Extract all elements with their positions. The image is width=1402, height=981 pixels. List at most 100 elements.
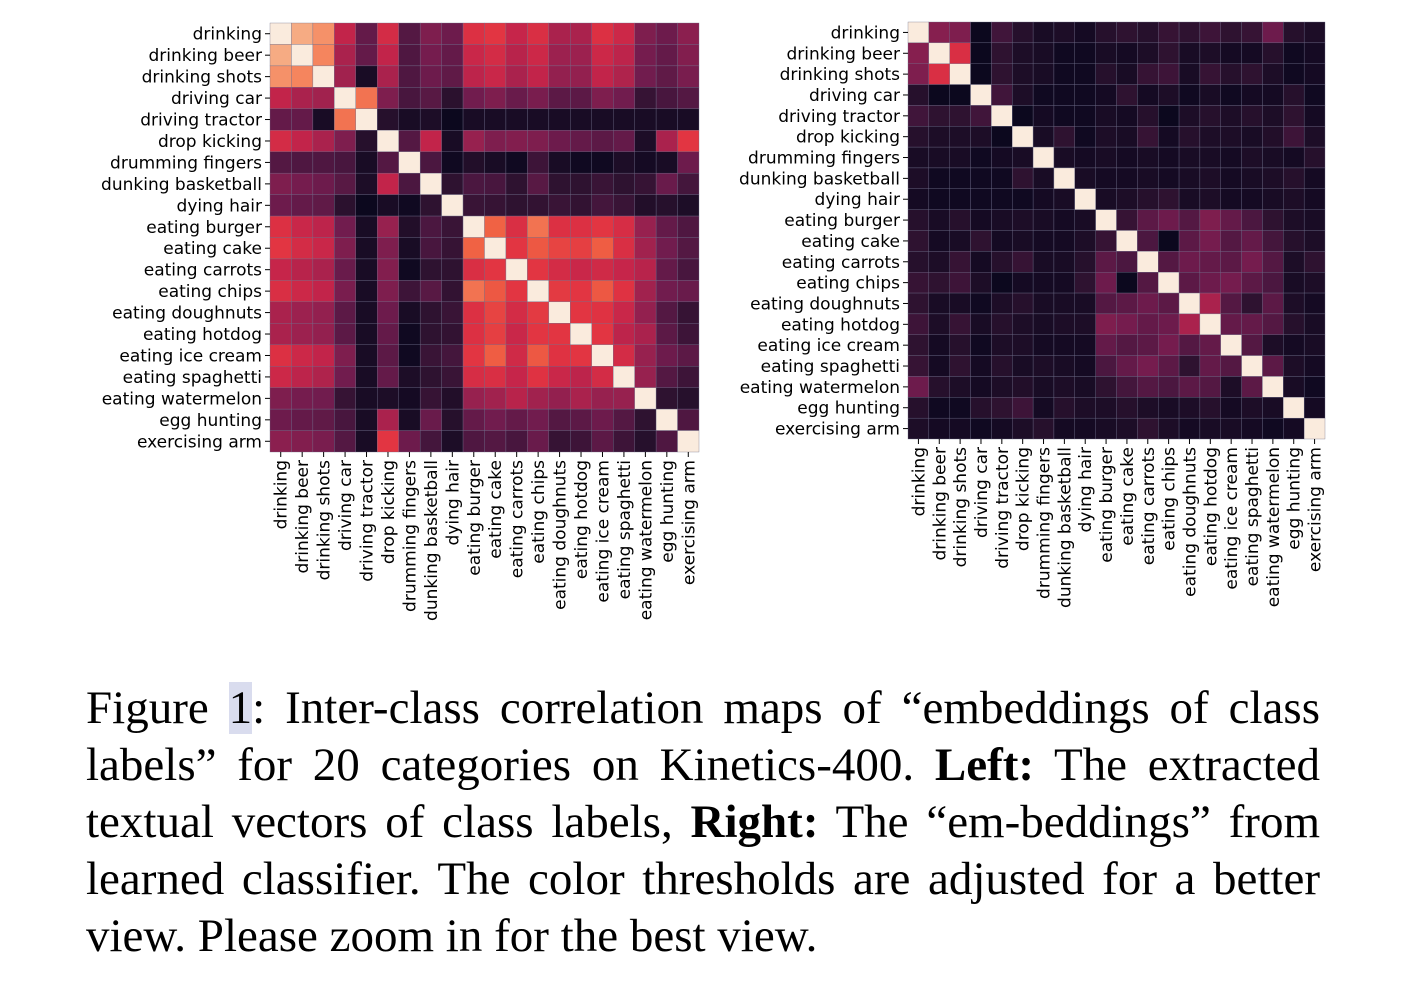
heatmap-cell	[570, 194, 592, 217]
x-tick-label: drinking beer	[930, 447, 950, 561]
heatmap-cell	[1032, 167, 1055, 189]
heatmap-cell	[441, 430, 464, 453]
x-tick-label: eating doughnuts	[551, 460, 571, 610]
heatmap-cell	[1137, 84, 1159, 106]
heatmap-cell	[1262, 230, 1284, 252]
heatmap-cell	[355, 44, 378, 67]
heatmap-cell	[505, 430, 528, 453]
heatmap-cell	[419, 87, 442, 109]
heatmap-cell	[355, 408, 378, 431]
heatmap-cell	[634, 87, 657, 109]
heatmap-cell	[484, 44, 507, 67]
heatmap-cell	[505, 280, 528, 303]
heatmap-cell	[1241, 42, 1263, 64]
heatmap-cell	[949, 417, 971, 440]
heatmap-cell	[1074, 209, 1096, 231]
heatmap-cell	[1116, 84, 1138, 106]
heatmap-cell	[398, 172, 421, 195]
heatmap-cell	[655, 172, 678, 195]
heatmap-cell	[634, 130, 657, 152]
heatmap-cell	[484, 258, 507, 281]
heatmap-cell	[613, 280, 635, 303]
heatmap-cell	[334, 151, 356, 174]
heatmap-cell	[1303, 230, 1326, 252]
heatmap-cell	[1095, 334, 1117, 356]
heatmap-cell	[505, 323, 528, 345]
heatmap-cell	[441, 87, 464, 109]
heatmap-cell	[291, 323, 314, 345]
heatmap-cell	[1074, 42, 1096, 64]
heatmap-cell	[1178, 146, 1201, 169]
heatmap-cell	[949, 42, 971, 64]
heatmap-cell	[527, 280, 550, 303]
heatmap-cell	[677, 215, 700, 238]
x-tick-label: drinking beer	[293, 460, 313, 574]
heatmap-cell	[928, 21, 950, 44]
heatmap-cell	[1074, 376, 1096, 398]
heatmap-cell	[570, 215, 592, 238]
heatmap-cell	[1032, 251, 1055, 273]
heatmap-cell	[949, 209, 971, 231]
heatmap-cell	[613, 172, 635, 195]
heatmap-cell	[334, 44, 356, 67]
heatmap-cell	[991, 334, 1013, 356]
caption-figure-number[interactable]: 1	[228, 682, 253, 734]
heatmap-cell	[1262, 84, 1284, 106]
heatmap-cell	[484, 344, 507, 367]
heatmap-cell	[949, 146, 971, 169]
heatmap-cell	[907, 146, 930, 169]
heatmap-cell	[377, 151, 399, 174]
heatmap-cell	[1116, 126, 1138, 148]
heatmap-cell	[907, 63, 930, 85]
heatmap-cell	[1220, 334, 1242, 356]
heatmap-cell	[1095, 376, 1117, 398]
heatmap-cell	[355, 258, 378, 281]
heatmap-cell	[634, 387, 657, 410]
heatmap-cell	[677, 258, 700, 281]
heatmap-cell	[1053, 417, 1075, 440]
heatmap-cell	[548, 280, 571, 303]
heatmap-cell	[907, 84, 930, 106]
heatmap-cell	[377, 237, 399, 260]
heatmap-cell	[991, 355, 1013, 377]
heatmap-cell	[1283, 313, 1305, 335]
heatmap-cell	[591, 22, 614, 45]
heatmap-cell	[1178, 417, 1201, 440]
heatmap-cell	[1262, 126, 1284, 148]
heatmap-cell	[548, 237, 571, 260]
heatmap-cell	[1012, 42, 1034, 64]
heatmap-cell	[1220, 417, 1242, 440]
heatmap-cell	[377, 323, 399, 345]
heatmap-cell	[1032, 334, 1055, 356]
heatmap-cell	[312, 151, 335, 174]
heatmap-cell	[419, 215, 442, 238]
heatmap-cell	[1262, 313, 1284, 335]
heatmap-cell	[505, 44, 528, 67]
x-tick-label: exercising arm	[679, 460, 699, 585]
heatmap-cell	[1095, 42, 1117, 64]
heatmap-cell	[1199, 417, 1221, 440]
heatmap-cell	[548, 87, 571, 109]
heatmap-cell	[1137, 376, 1159, 398]
heatmap-cell	[1074, 272, 1096, 294]
heatmap-cell	[269, 215, 292, 238]
heatmap-cell	[613, 301, 635, 324]
heatmap-cell	[1220, 167, 1242, 189]
heatmap-cell	[398, 301, 421, 324]
heatmap-cell	[591, 387, 614, 410]
heatmap-cell	[1137, 209, 1159, 231]
heatmap-cell	[377, 301, 399, 324]
heatmap-cell	[1095, 84, 1117, 106]
heatmap-cell	[1262, 42, 1284, 64]
heatmap-cell	[907, 230, 930, 252]
heatmap-cell	[269, 344, 292, 367]
heatmap-cell	[613, 151, 635, 174]
heatmap-cell	[398, 130, 421, 152]
heatmap-cell	[398, 323, 421, 345]
heatmap-cell	[591, 237, 614, 260]
heatmap-cell	[462, 87, 485, 109]
heatmap-cell	[949, 63, 971, 85]
heatmap-cell	[527, 237, 550, 260]
heatmap-cell	[907, 105, 930, 127]
heatmap-cell	[991, 146, 1013, 169]
